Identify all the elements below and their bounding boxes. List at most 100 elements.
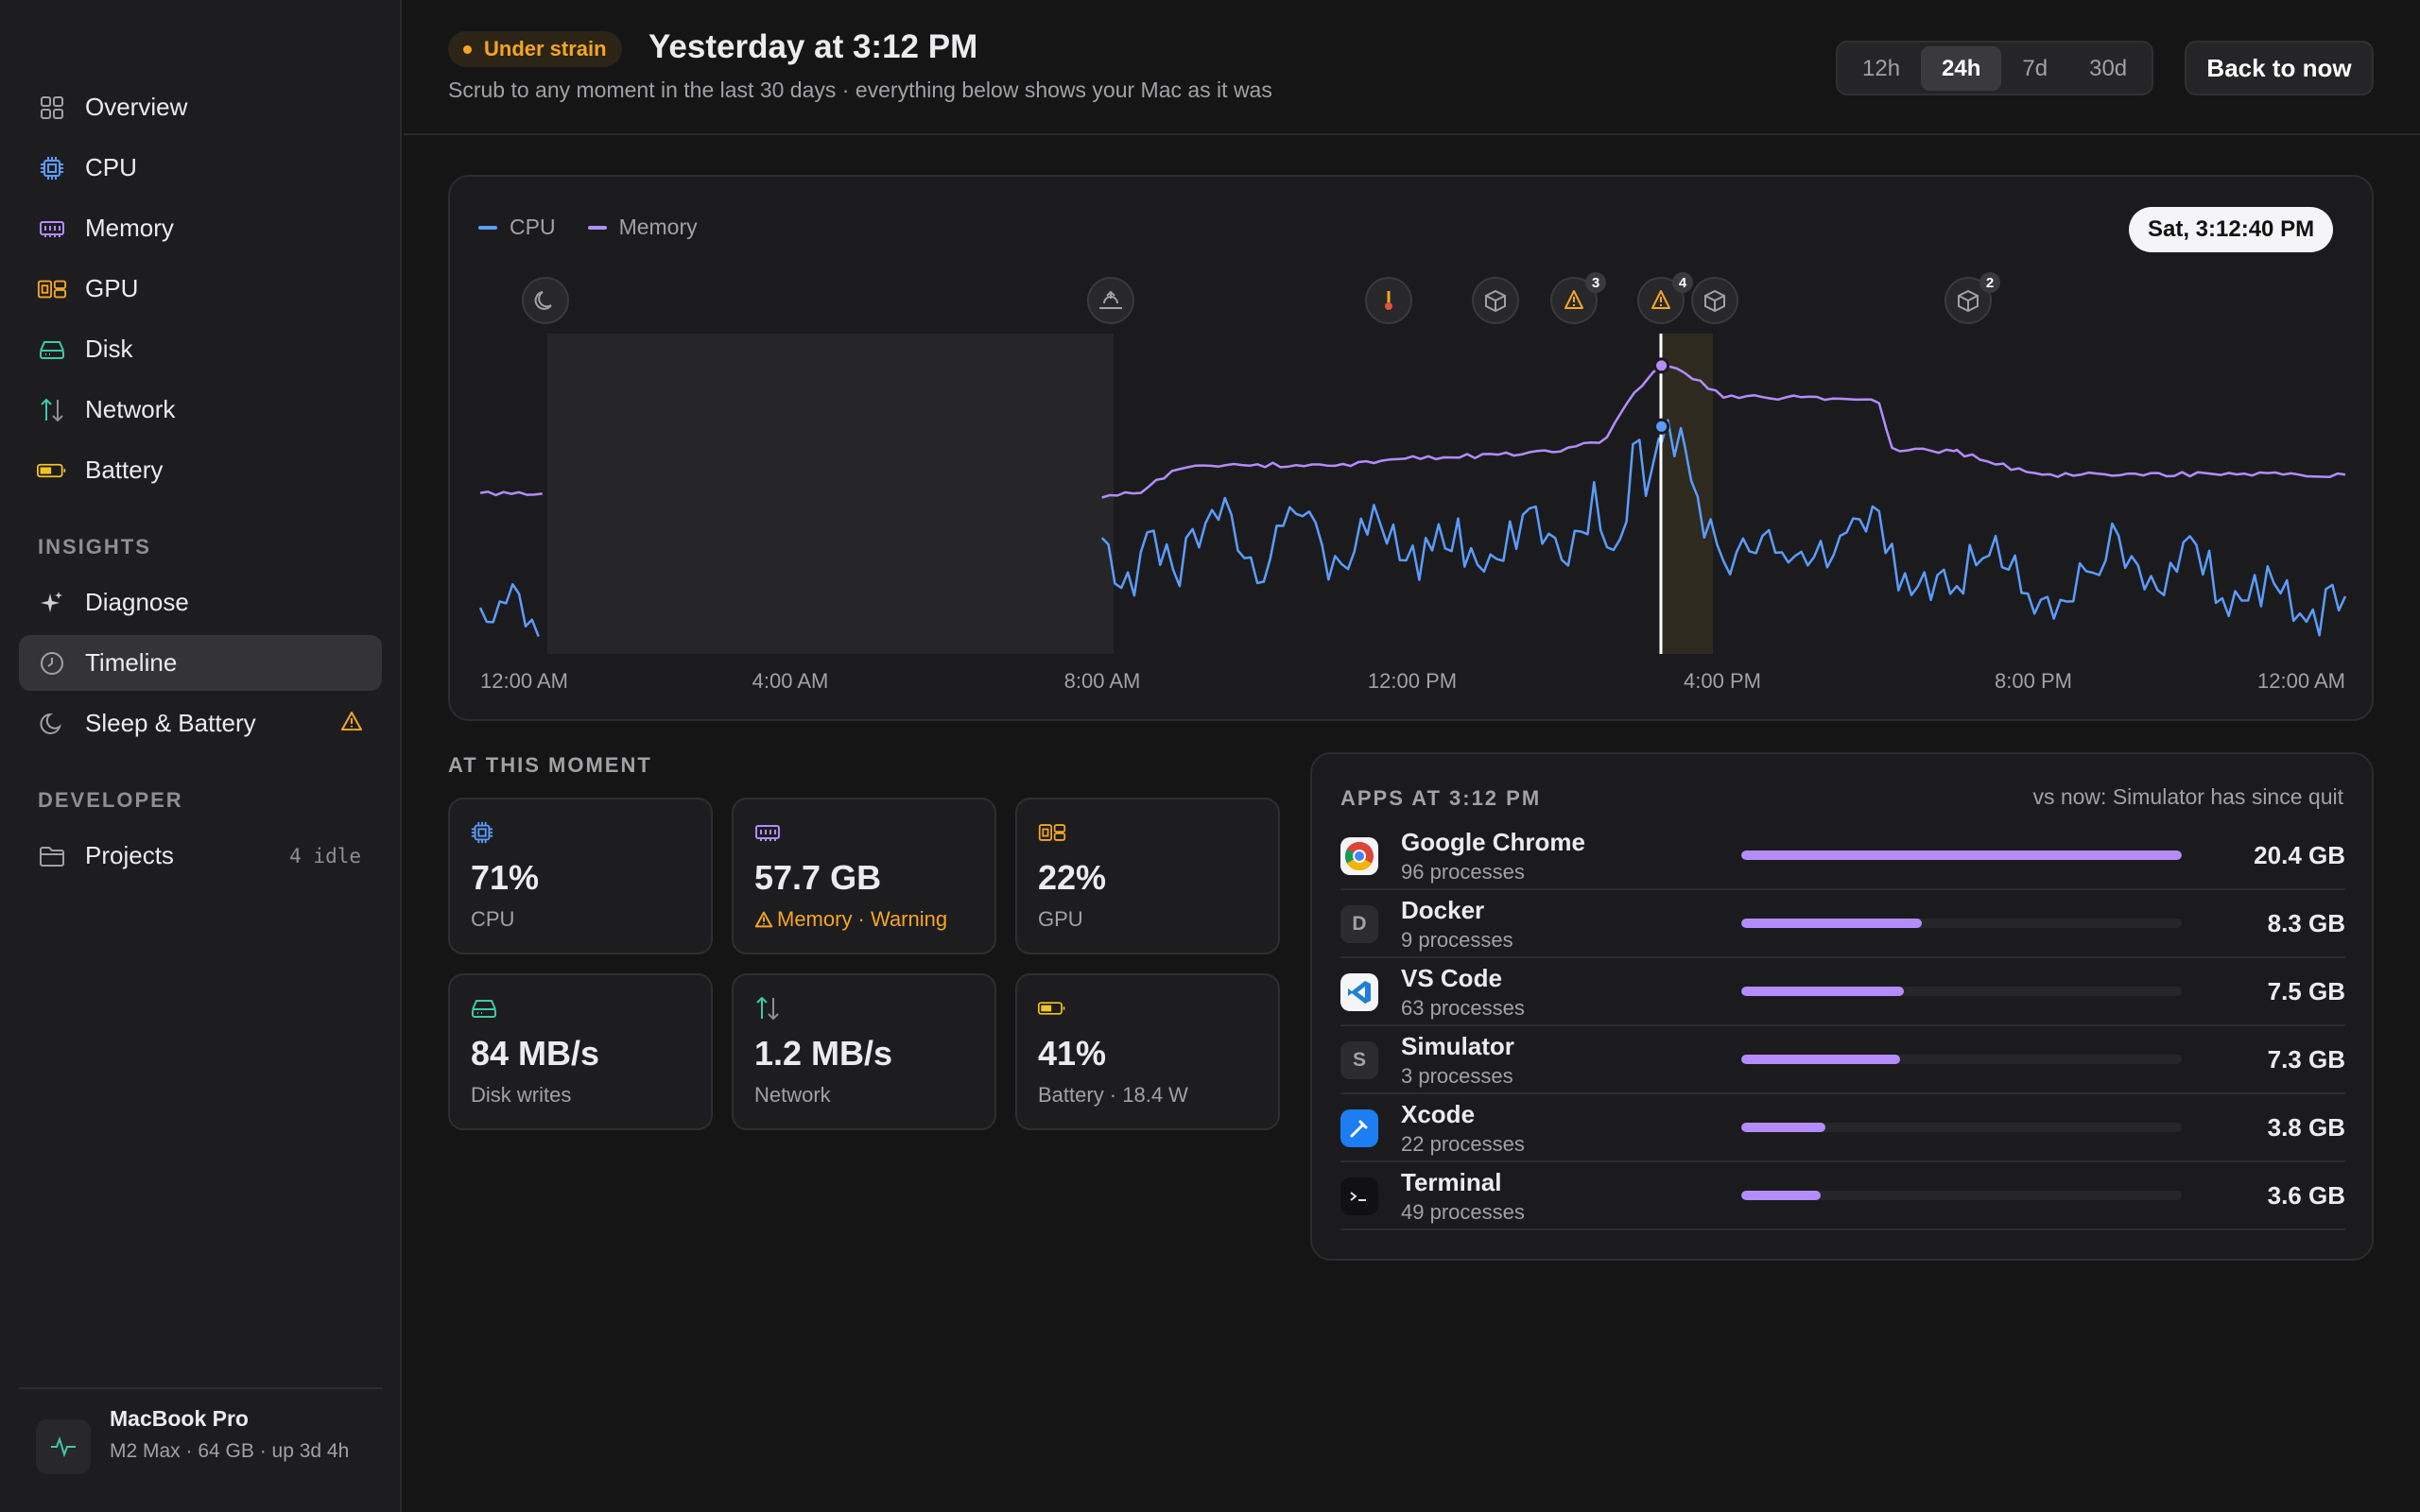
app-memory-bar-fill xyxy=(1741,919,1923,928)
metric-label-warning: Memory · Warning xyxy=(754,907,947,932)
metric-card-battery[interactable]: 41% Battery · 18.4 W xyxy=(1015,973,1280,1130)
app-row-simulator[interactable]: S Simulator 3 processes 7.3 GB xyxy=(1340,1026,2345,1094)
event-marker-thermal[interactable] xyxy=(1365,277,1412,324)
app-name: Simulator xyxy=(1401,1032,1514,1060)
event-count: 4 xyxy=(1679,275,1687,291)
timeline-chart-panel[interactable]: CPU Memory Sat, 3:12:40 PM xyxy=(448,175,2374,721)
x-tick-label: 4:00 PM xyxy=(1684,669,1761,693)
sidebar-item-label: CPU xyxy=(85,153,137,181)
terminal-icon xyxy=(1340,1177,1378,1215)
sidebar-item-disk[interactable]: Disk xyxy=(19,321,382,377)
x-tick-label: 12:00 PM xyxy=(1368,669,1457,693)
legend-swatch xyxy=(478,225,497,230)
sidebar-item-sleep-battery[interactable]: Sleep & Battery xyxy=(19,696,382,751)
app-name: VS Code xyxy=(1401,964,1502,992)
sidebar-item-overview[interactable]: Overview xyxy=(19,79,382,135)
disk-drive-icon xyxy=(471,996,499,1021)
app-memory-size: 7.3 GB xyxy=(2267,1045,2345,1074)
app-name: Google Chrome xyxy=(1401,828,1586,856)
package-box-icon xyxy=(1704,289,1725,313)
app-memory-size: 7.5 GB xyxy=(2267,977,2345,1005)
metric-value: 22% xyxy=(1038,858,1107,897)
warning-icon xyxy=(1651,290,1670,309)
network-arrows-icon xyxy=(37,395,67,425)
app-memory-bar xyxy=(1741,850,2182,860)
event-count: 2 xyxy=(1986,275,1994,291)
activity-pulse-icon xyxy=(36,1419,91,1474)
sidebar-item-cpu[interactable]: CPU xyxy=(19,140,382,196)
metric-card-network[interactable]: 1.2 MB/s Network xyxy=(732,973,996,1130)
app-memory-bar xyxy=(1741,1055,2182,1064)
count-badge-bg xyxy=(1585,272,1606,293)
package-box-icon xyxy=(1485,289,1506,313)
range-7d-button[interactable]: 7d xyxy=(2022,55,2048,81)
app-process-count: 63 processes xyxy=(1401,996,1525,1020)
app-row-vs-code[interactable]: VS Code 63 processes 7.5 GB xyxy=(1340,958,2345,1026)
event-marker-wake[interactable] xyxy=(1087,277,1134,324)
sidebar: Overview CPU Memory GPU Disk Network B xyxy=(0,0,402,1512)
event-marker-install[interactable] xyxy=(1472,277,1519,324)
app-memory-bar xyxy=(1741,919,2182,928)
chart-legend: CPU Memory xyxy=(478,215,698,240)
event-marker-warning-4[interactable]: 4 xyxy=(1637,272,1693,324)
sidebar-item-network[interactable]: Network xyxy=(19,382,382,438)
metric-card-cpu[interactable]: 71% CPU xyxy=(448,798,713,954)
sidebar-item-label: Sleep & Battery xyxy=(85,709,256,737)
sparkle-icon xyxy=(37,588,67,618)
metric-value: 57.7 GB xyxy=(754,858,882,897)
metric-label: GPU xyxy=(1038,907,1083,931)
page-subtitle: Scrub to any moment in the last 30 days … xyxy=(448,77,1272,102)
apps-comparison-note: vs now: Simulator has since quit xyxy=(2032,784,2343,809)
metric-card-gpu[interactable]: 22% GPU xyxy=(1015,798,1280,954)
event-marker-warning-3[interactable]: 3 xyxy=(1550,272,1606,324)
app-row-google-chrome[interactable]: Google Chrome 96 processes 20.4 GB xyxy=(1340,822,2345,890)
cpu-chip-icon xyxy=(37,153,67,183)
thermometer-icon xyxy=(1385,291,1392,310)
device-specs: M2 Max · 64 GB · up 3d 4h xyxy=(110,1440,350,1462)
gpu-icon xyxy=(37,274,67,304)
app-row-xcode[interactable]: Xcode 22 processes 3.8 GB xyxy=(1340,1094,2345,1162)
range-30d-button[interactable]: 30d xyxy=(2089,55,2128,81)
overview-grid-icon xyxy=(37,93,67,123)
metric-value: 1.2 MB/s xyxy=(754,1034,893,1073)
app-process-count: 49 processes xyxy=(1401,1200,1525,1224)
metric-label: Disk writes xyxy=(471,1083,572,1107)
x-tick-label: 12:00 AM xyxy=(480,669,568,693)
package-box-icon xyxy=(1958,289,1979,313)
apps-panel-title: APPS AT 3:12 PM xyxy=(1340,786,1542,810)
app-process-count: 9 processes xyxy=(1401,928,1513,952)
event-marker-sleep[interactable] xyxy=(522,277,569,324)
app-row-docker[interactable]: D Docker 9 processes 8.3 GB xyxy=(1340,890,2345,958)
sidebar-item-diagnose[interactable]: Diagnose xyxy=(19,575,382,630)
sidebar-item-battery[interactable]: Battery xyxy=(19,442,382,498)
app-memory-size: 20.4 GB xyxy=(2254,841,2345,869)
timeline-chart[interactable]: 3 4 2 12:00 AM 4:00 AM 8:00 AM 12:00 PM … xyxy=(450,177,2376,723)
section-label-insights: INSIGHTS xyxy=(38,535,151,558)
sidebar-item-memory[interactable]: Memory xyxy=(19,200,382,256)
network-arrows-icon xyxy=(754,996,783,1021)
back-to-now-button[interactable]: Back to now xyxy=(2185,41,2374,95)
range-12h-button[interactable]: 12h xyxy=(1862,55,1901,81)
event-marker-install-2[interactable]: 2 xyxy=(1945,272,2000,324)
sidebar-item-projects[interactable]: Projects 4 idle xyxy=(19,828,382,884)
count-badge-bg xyxy=(1979,272,2000,293)
metric-card-disk[interactable]: 84 MB/s Disk writes xyxy=(448,973,713,1130)
xcode-hammer-icon xyxy=(1340,1109,1378,1147)
app-row-terminal[interactable]: Terminal 49 processes 3.6 GB xyxy=(1340,1162,2345,1230)
moment-section-label: AT THIS MOMENT xyxy=(448,753,652,777)
header: Under strain Yesterday at 3:12 PM Scrub … xyxy=(404,0,2420,135)
sidebar-item-label: Battery xyxy=(85,455,164,484)
app-process-count: 22 processes xyxy=(1401,1132,1525,1156)
wake-sunrise-icon xyxy=(1099,290,1122,309)
event-marker-install[interactable] xyxy=(1691,277,1738,324)
range-24h-button[interactable]: 24h xyxy=(1921,46,2002,91)
memory-module-icon xyxy=(754,820,783,845)
app-memory-bar-fill xyxy=(1741,1055,1900,1064)
strain-highlight-band xyxy=(1661,334,1713,654)
app-memory-bar-fill xyxy=(1741,850,2182,860)
sidebar-item-gpu[interactable]: GPU xyxy=(19,261,382,317)
legend-item-memory: Memory xyxy=(587,215,698,240)
metric-card-memory[interactable]: 57.7 GB Memory · Warning xyxy=(732,798,996,954)
device-name: MacBook Pro xyxy=(110,1406,249,1431)
sidebar-item-timeline[interactable]: Timeline xyxy=(19,635,382,691)
